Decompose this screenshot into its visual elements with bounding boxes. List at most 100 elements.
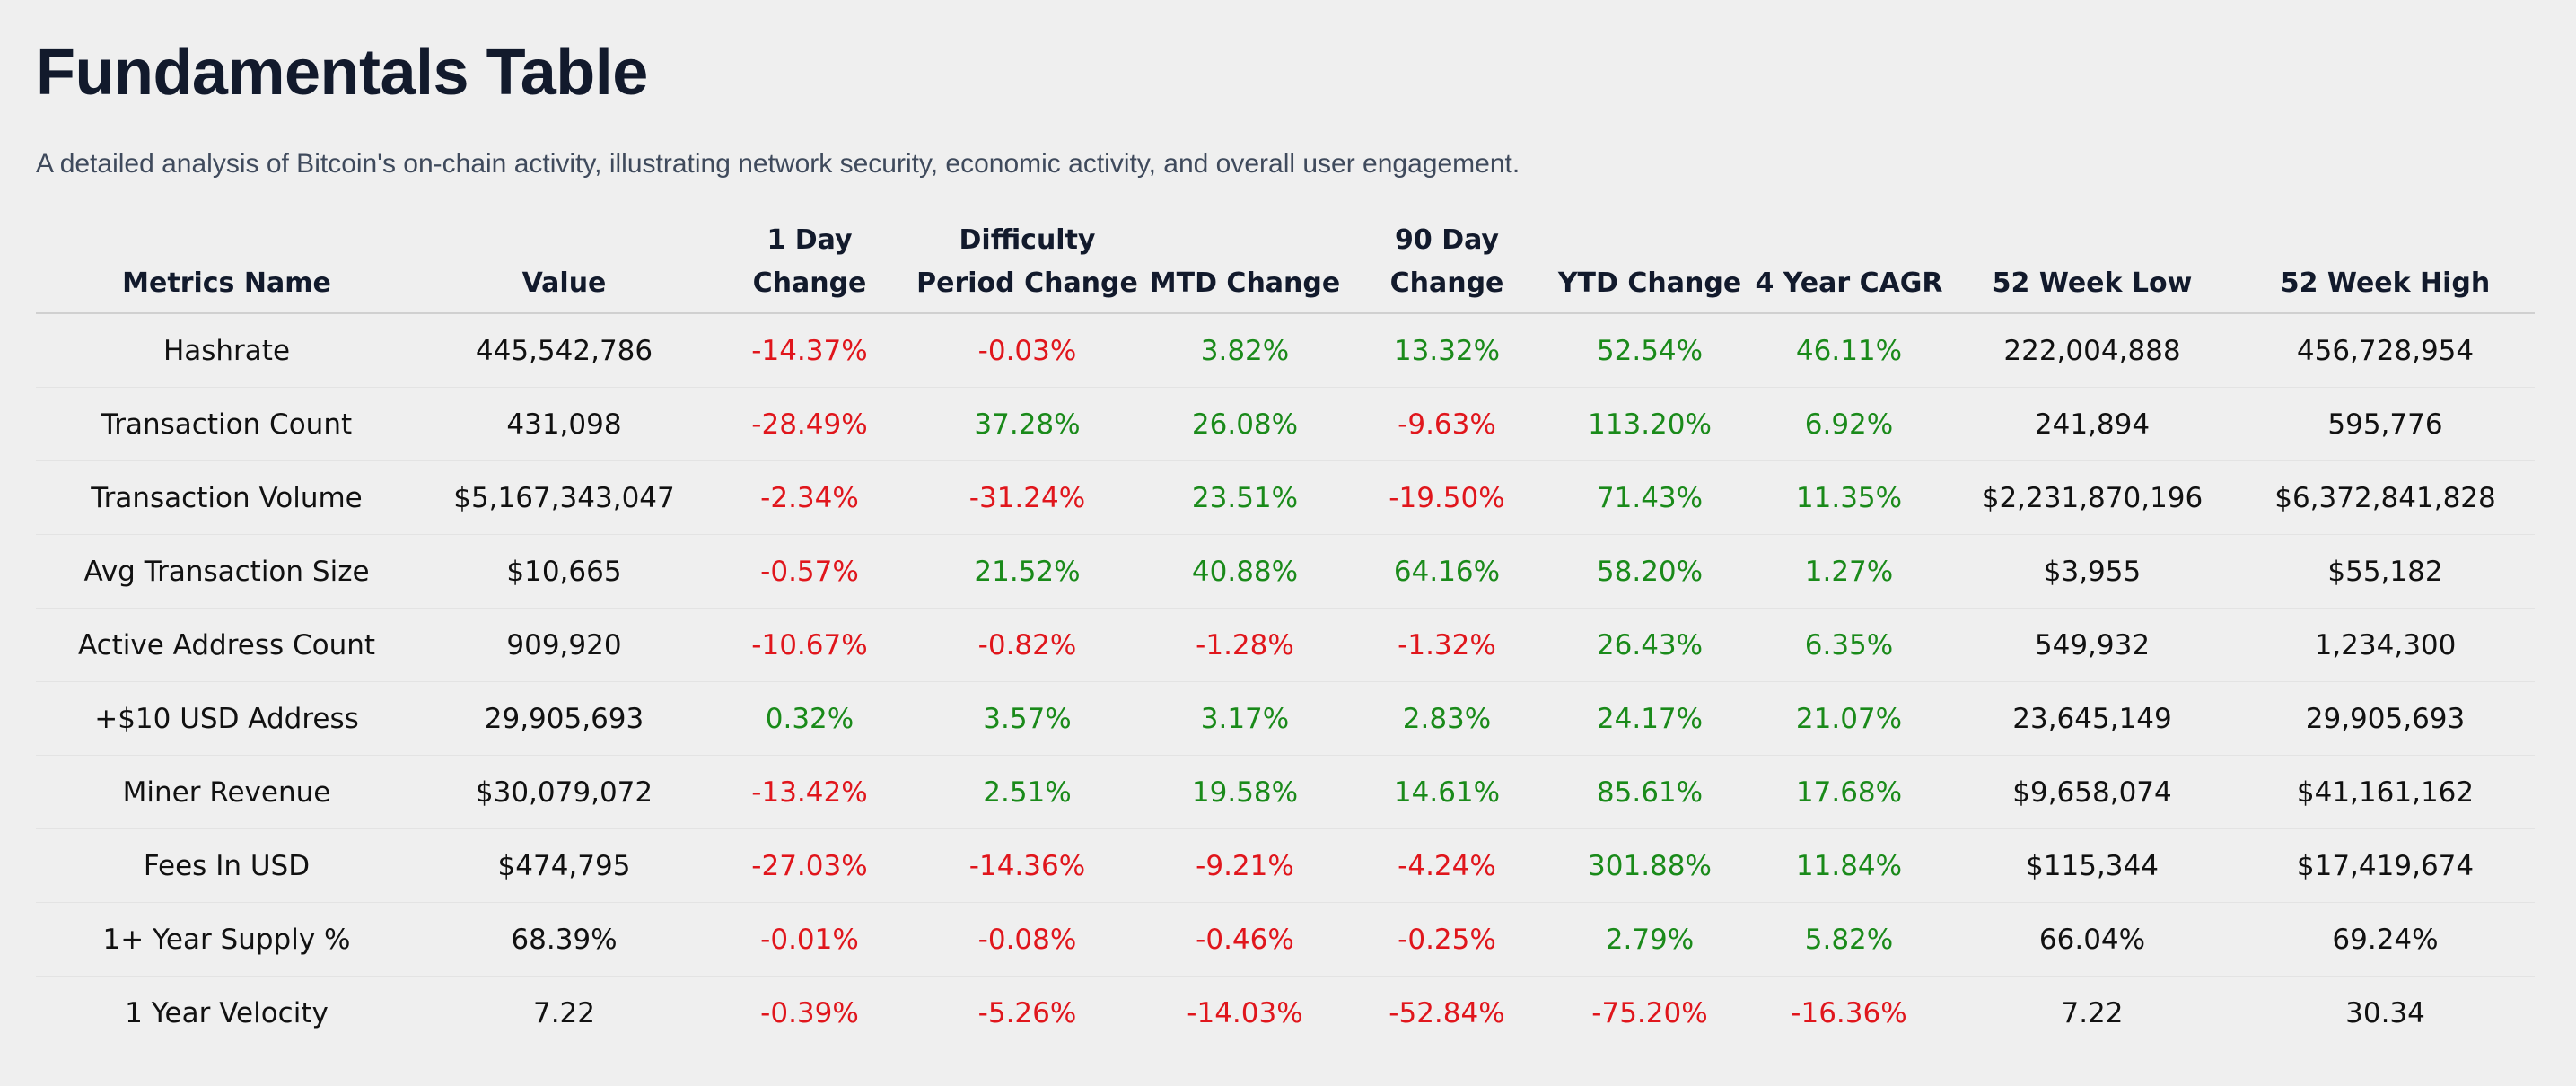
table-cell: 7.22 [2061, 996, 2124, 1029]
metric-name-cell: Transaction Volume [36, 460, 417, 535]
table-cell: -0.39% [760, 996, 859, 1029]
table-cell: -52.84% [1389, 996, 1505, 1029]
table-cell: 26.08% [1146, 387, 1344, 461]
table-cell: 58.20% [1550, 534, 1749, 609]
table-row: 1 Year Velocity 7.22 -0.39% -5.26% -14.03% -5… [36, 977, 2535, 1050]
table-cell: $41,161,162 [2236, 755, 2535, 829]
table-cell: -75.20% [1591, 996, 1708, 1029]
table-cell: 24.17% [1550, 681, 1749, 756]
table-row: Transaction Volume $5,167,343,047 -2.34% -3… [36, 460, 2535, 535]
column-header[interactable]: 90 Day Change [1344, 219, 1550, 314]
table-cell: $5,167,343,047 [417, 460, 711, 535]
column-header[interactable]: YTD Change [1550, 219, 1749, 314]
column-header[interactable]: 52 Week Low [1949, 219, 2236, 314]
table-cell: $6,372,841,828 [2236, 460, 2535, 535]
table-cell: $474,795 [417, 828, 711, 903]
table-cell: 17.68% [1749, 755, 1949, 829]
table-cell: $2,231,870,196 [1949, 460, 2236, 535]
page-subtitle: A detailed analysis of Bitcoin's on-chai… [36, 149, 1520, 179]
table-cell: 3.17% [1146, 681, 1344, 756]
table-cell: -2.34% [711, 460, 908, 535]
table-row: Avg Transaction Size $10,665 -0.57% 21.52% 4… [36, 534, 2535, 609]
column-header[interactable]: Value [417, 219, 711, 314]
table-cell: -10.67% [711, 608, 908, 682]
metric-name-cell: Avg Transaction Size [36, 534, 417, 609]
table-cell: $55,182 [2236, 534, 2535, 609]
table-cell: -4.24% [1344, 828, 1550, 903]
column-header[interactable]: MTD Change [1146, 219, 1344, 314]
table-cell: -9.63% [1344, 387, 1550, 461]
table-cell: 1,234,300 [2236, 608, 2535, 682]
table-cell: 71.43% [1550, 460, 1749, 535]
table-cell: 26.43% [1550, 608, 1749, 682]
table-cell: -1.32% [1344, 608, 1550, 682]
table-cell: 66.04% [1949, 902, 2236, 977]
table-cell: 2.83% [1344, 681, 1550, 756]
table-cell: 3.82% [1146, 313, 1344, 388]
table-cell: 23.51% [1146, 460, 1344, 535]
column-header[interactable]: 1 Day Change [711, 219, 908, 314]
table-cell: 29,905,693 [417, 681, 711, 756]
table-cell: 40.88% [1146, 534, 1344, 609]
table-cell: 23,645,149 [1949, 681, 2236, 756]
table-cell: 549,932 [1949, 608, 2236, 682]
table-cell: 13.32% [1344, 313, 1550, 388]
table-cell: -13.42% [711, 755, 908, 829]
column-header[interactable]: 4 Year CAGR [1749, 219, 1949, 314]
table-cell: -0.82% [908, 608, 1146, 682]
table-cell: -27.03% [711, 828, 908, 903]
table-cell: 7.22 [532, 996, 596, 1029]
table-cell: 69.24% [2236, 902, 2535, 977]
table-cell: 29,905,693 [2236, 681, 2535, 756]
table-cell: -0.03% [908, 313, 1146, 388]
table-cell: -1.28% [1146, 608, 1344, 682]
table-cell: 52.54% [1550, 313, 1749, 388]
table-cell: 5.82% [1749, 902, 1949, 977]
table-cell: -0.46% [1146, 902, 1344, 977]
table-row: Hashrate 445,542,786 -14.37% -0.03% 3.82% 13.… [36, 313, 2535, 388]
table-cell: $115,344 [1949, 828, 2236, 903]
table-row: Miner Revenue $30,079,072 -13.42% 2.51% 19.5… [36, 755, 2535, 829]
table-cell: 241,894 [1949, 387, 2236, 461]
table-cell: -0.57% [711, 534, 908, 609]
table-row: Active Address Count 909,920 -10.67% -0.82%… [36, 608, 2535, 682]
table-cell: 30.34 [2345, 996, 2425, 1029]
table-cell: 301.88% [1550, 828, 1749, 903]
table-cell: $9,658,074 [1949, 755, 2236, 829]
table-row: +$10 USD Address 29,905,693 0.32% 3.57% 3.17… [36, 681, 2535, 756]
metric-name-cell: Miner Revenue [36, 755, 417, 829]
table-cell: 113.20% [1550, 387, 1749, 461]
table-cell: -14.37% [711, 313, 908, 388]
table-cell: 19.58% [1146, 755, 1344, 829]
table-cell: 445,542,786 [417, 313, 711, 388]
table-cell: 6.92% [1749, 387, 1949, 461]
table-cell: 6.35% [1749, 608, 1949, 682]
table-body: Hashrate 445,542,786 -14.37% -0.03% 3.82% 13.… [36, 313, 2535, 1049]
column-header[interactable]: 52 Week High [2236, 219, 2535, 314]
table-cell: -19.50% [1344, 460, 1550, 535]
metric-name-cell: 1+ Year Supply % [36, 902, 417, 977]
metric-name-cell: Transaction Count [36, 387, 417, 461]
table-cell: 2.51% [908, 755, 1146, 829]
table-cell: -0.08% [908, 902, 1146, 977]
table-cell: -28.49% [711, 387, 908, 461]
metric-name-cell: +$10 USD Address [36, 681, 417, 756]
table-cell: $17,419,674 [2236, 828, 2535, 903]
table-row: 1+ Year Supply % 68.39% -0.01% -0.08% -0.46%… [36, 902, 2535, 977]
table-cell: 68.39% [417, 902, 711, 977]
page-title: Fundamentals Table [36, 37, 648, 109]
table-cell: 222,004,888 [1949, 313, 2236, 388]
table-cell: -16.36% [1791, 996, 1907, 1029]
table-cell: $10,665 [417, 534, 711, 609]
table-cell: 14.61% [1344, 755, 1550, 829]
column-header[interactable]: Difficulty Period Change [908, 219, 1146, 314]
column-header[interactable]: Metrics Name [36, 219, 417, 314]
table-cell: 431,098 [417, 387, 711, 461]
table-cell: 2.79% [1550, 902, 1749, 977]
table-cell: -14.36% [908, 828, 1146, 903]
table-header-row: Metrics Name Value 1 Day Change Difficul… [36, 219, 2535, 314]
table-cell: 595,776 [2236, 387, 2535, 461]
metric-name-cell: 1 Year Velocity [125, 996, 329, 1029]
table-cell: 46.11% [1749, 313, 1949, 388]
table-cell: -0.25% [1344, 902, 1550, 977]
